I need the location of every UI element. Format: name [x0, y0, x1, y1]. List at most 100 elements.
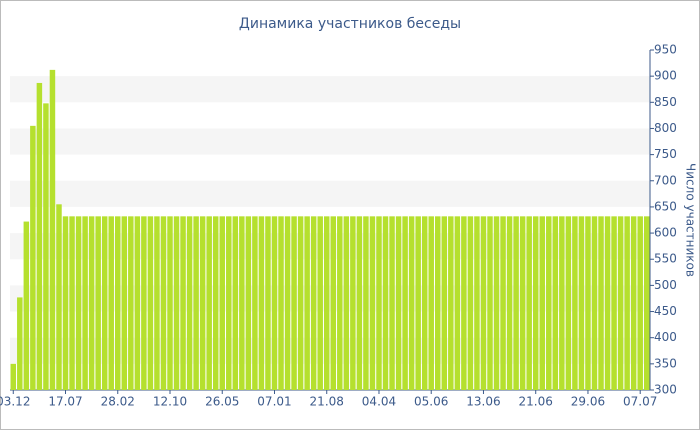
bar: [265, 216, 271, 390]
y-tick-label: 600: [654, 226, 677, 240]
bar: [369, 216, 376, 390]
bar: [219, 216, 225, 390]
y-tick-label: 750: [654, 147, 677, 161]
bar: [421, 216, 428, 390]
bar: [160, 216, 167, 390]
bar: [82, 216, 88, 390]
bar: [167, 216, 173, 390]
bar: [343, 216, 350, 390]
bar: [591, 216, 598, 390]
bar: [180, 216, 186, 390]
x-tick-label: 26.05: [205, 395, 239, 409]
bar: [36, 82, 43, 390]
bar: [62, 216, 69, 390]
bar: [467, 216, 474, 390]
bar: [56, 204, 62, 390]
bar: [604, 216, 611, 390]
y-tick-label: 700: [654, 173, 677, 187]
y-tick-label: 450: [654, 304, 677, 318]
bar: [552, 216, 559, 390]
bar: [337, 216, 343, 390]
bar: [487, 216, 493, 390]
bar: [128, 216, 134, 390]
bar: [500, 216, 506, 390]
bar: [519, 216, 526, 390]
bar: [441, 216, 448, 390]
bar: [101, 216, 108, 390]
x-tick-label: 17.07: [48, 395, 82, 409]
grid-band: [10, 128, 650, 155]
x-tick-label: 21.08: [310, 395, 344, 409]
bar: [69, 216, 75, 390]
bar: [454, 216, 461, 390]
bar: [611, 216, 617, 390]
bar: [134, 216, 141, 390]
x-tick-label: 05.06: [414, 395, 448, 409]
y-axis-title: Число участников: [684, 163, 698, 277]
bar: [493, 216, 500, 390]
bar: [291, 216, 297, 390]
y-tick-label: 850: [654, 95, 677, 109]
bar: [415, 216, 421, 390]
bar: [141, 216, 147, 390]
bar: [271, 216, 278, 390]
bar: [461, 216, 467, 390]
x-tick-label: 03.12: [0, 395, 30, 409]
bar: [186, 216, 193, 390]
bar: [75, 216, 82, 390]
bar: [43, 103, 49, 390]
bar: [513, 216, 519, 390]
bar: [402, 216, 408, 390]
x-tick-label: 21.06: [519, 395, 553, 409]
bar: [304, 216, 310, 390]
y-tick-label: 650: [654, 199, 677, 213]
bar: [382, 216, 389, 390]
bar: [199, 216, 206, 390]
bar: [637, 216, 643, 390]
bar: [115, 216, 121, 390]
bar: [428, 216, 434, 390]
x-tick-label: 28.02: [101, 395, 135, 409]
bar: [559, 216, 565, 390]
bar: [617, 216, 624, 390]
bar: [310, 216, 317, 390]
bar: [258, 216, 265, 390]
y-tick-label: 550: [654, 252, 677, 266]
y-tick-label: 400: [654, 330, 677, 344]
bar: [108, 216, 114, 390]
bar: [356, 216, 363, 390]
x-tick-label: 12.10: [153, 395, 187, 409]
bar: [49, 69, 56, 390]
bar: [193, 216, 199, 390]
bar: [245, 216, 252, 390]
bar: [480, 216, 487, 390]
bar: [278, 216, 284, 390]
bar: [350, 216, 356, 390]
bar: [226, 216, 232, 390]
grid-band: [10, 180, 650, 207]
bar: [539, 216, 545, 390]
bar: [585, 216, 591, 390]
x-tick-label: 04.04: [362, 395, 396, 409]
chart-title: Динамика участников беседы: [239, 16, 461, 32]
bar: [546, 216, 552, 390]
bar: [376, 216, 382, 390]
bar: [95, 216, 101, 390]
bar: [317, 216, 323, 390]
x-tick-label: 13.06: [466, 395, 500, 409]
y-tick-label: 900: [654, 69, 677, 83]
bar: [330, 216, 337, 390]
bar: [532, 216, 539, 390]
bar: [30, 125, 36, 390]
bar: [121, 216, 128, 390]
bar: [395, 216, 402, 390]
bar: [408, 216, 415, 390]
bar: [474, 216, 480, 390]
bar: [389, 216, 395, 390]
bar: [624, 216, 630, 390]
bar: [297, 216, 304, 390]
bar: [147, 216, 154, 390]
y-tick-label: 300: [654, 383, 677, 397]
bar: [435, 216, 441, 390]
